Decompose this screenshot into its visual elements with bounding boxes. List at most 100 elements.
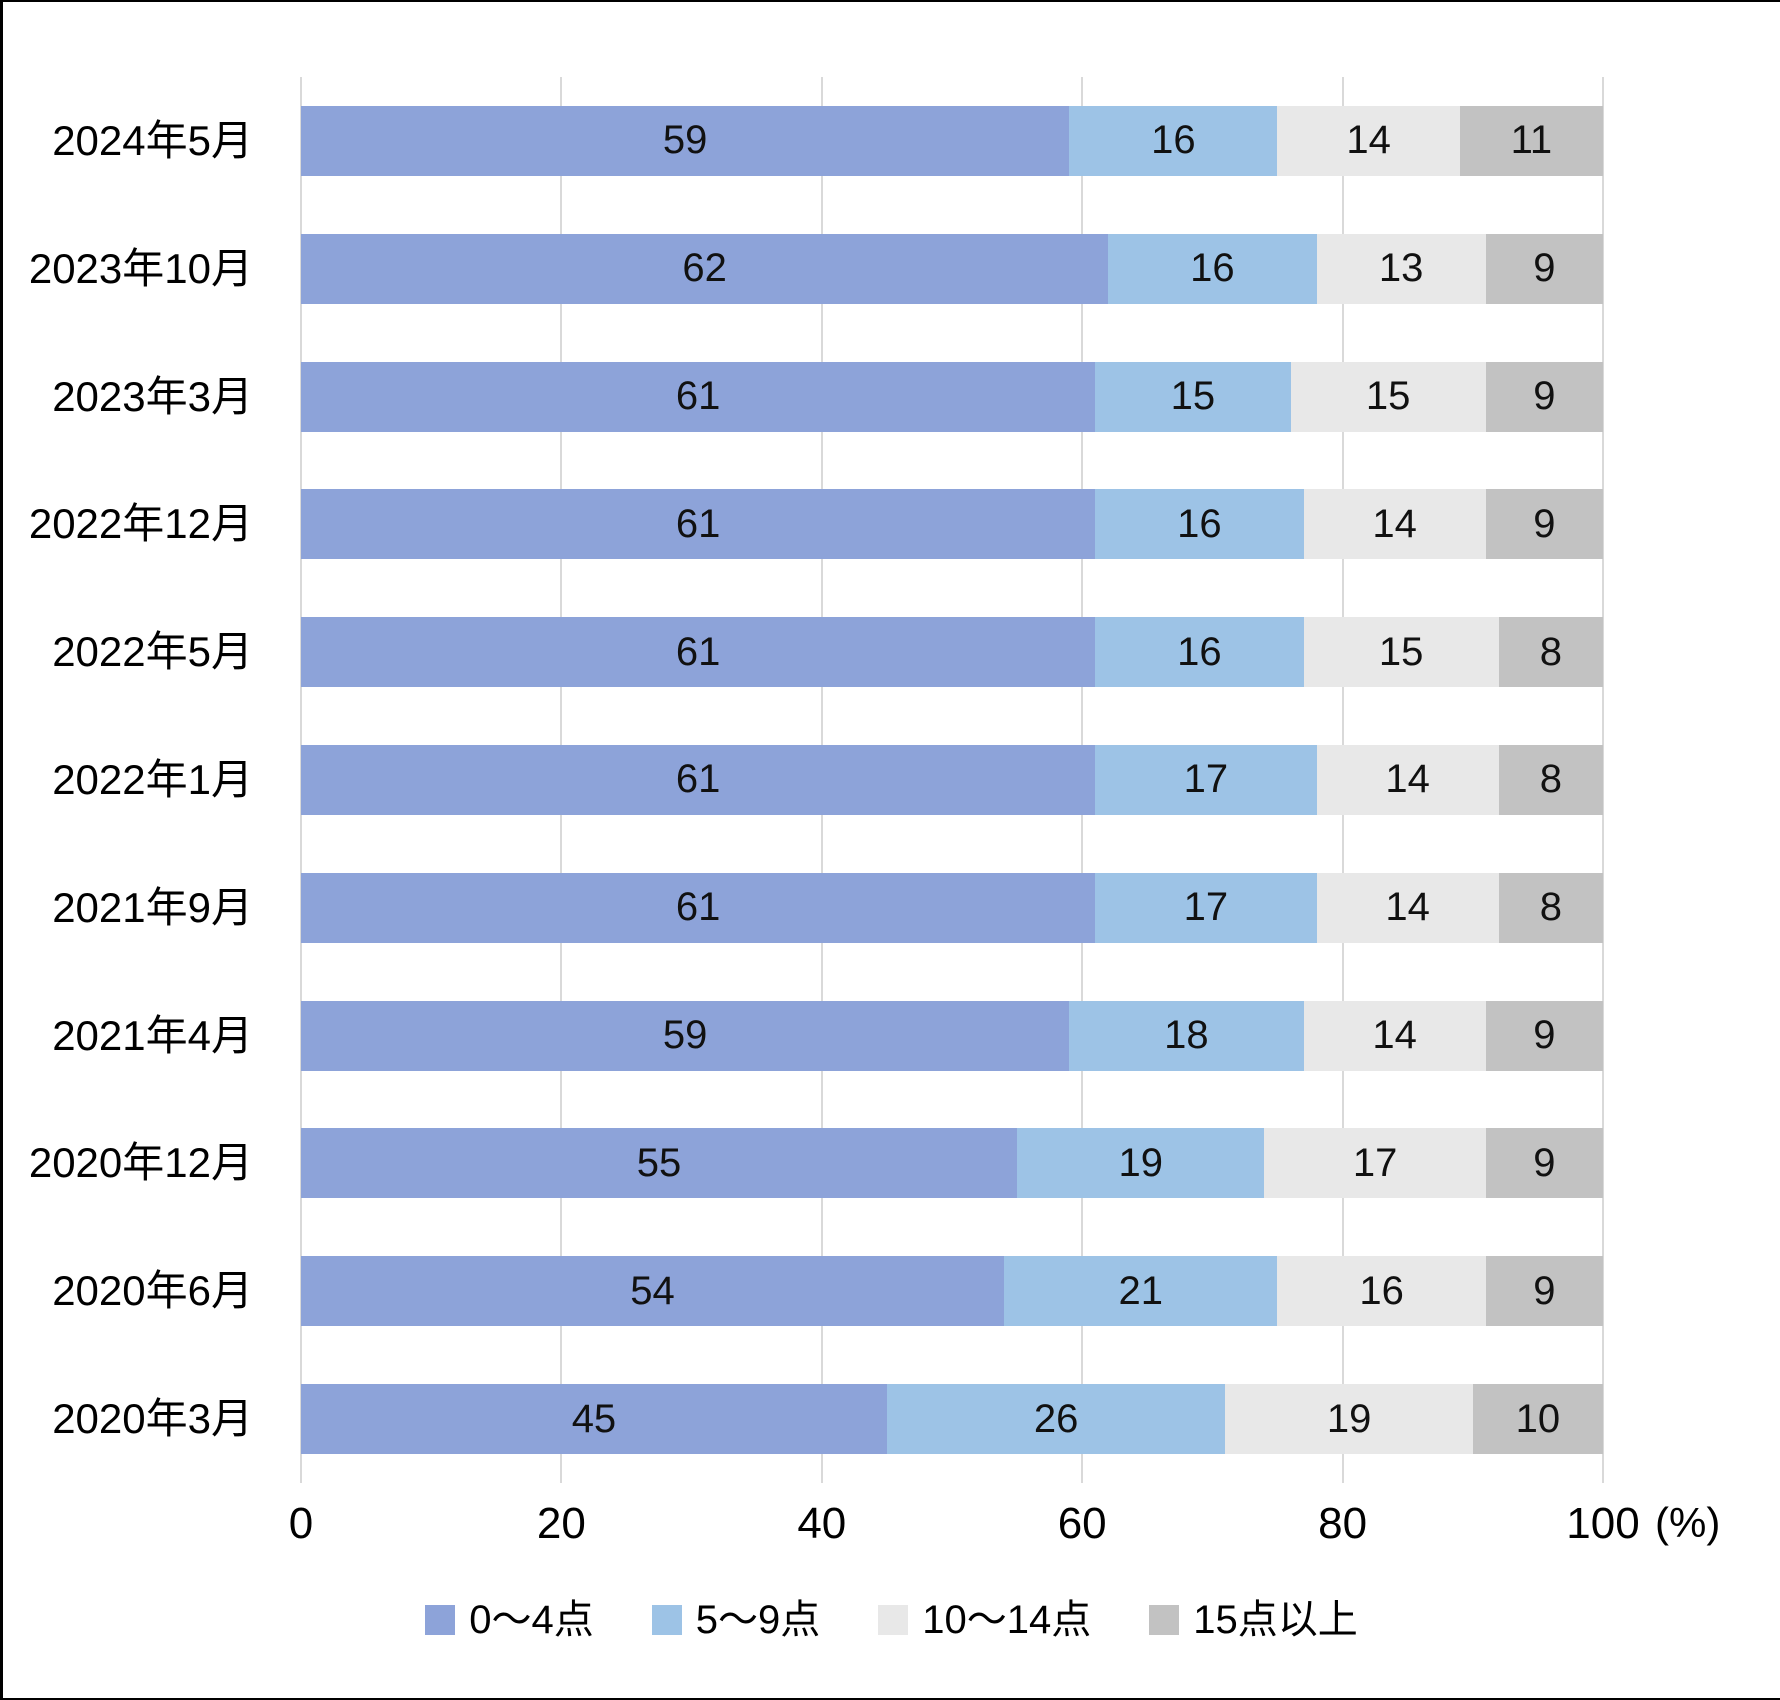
legend-swatch-icon [425,1605,456,1635]
gridline-100 [1602,77,1604,1483]
bar-segment: 10 [1472,1384,1603,1455]
bar-segment: 59 [301,1000,1070,1071]
bar-segment: 8 [1498,617,1603,688]
bar-row: 2022年5月 61 16 15 8 [52,588,1603,716]
x-axis-unit-label: (%) [1655,1499,1721,1546]
stacked-bar: 61 16 14 9 [301,489,1603,560]
bar-segment: 17 [1095,744,1317,815]
bar-segment: 13 [1316,233,1486,304]
legend-label: 10〜14点 [922,1598,1092,1642]
x-tick-label: 80 [1318,1499,1368,1548]
bar-segment: 16 [1277,1256,1486,1327]
legend-swatch-icon [651,1605,682,1635]
category-label: 2021年9月 [52,883,253,931]
bar-segment: 17 [1095,872,1317,943]
legend-label: 5〜9点 [695,1598,821,1642]
bar-row: 2023年10月 62 16 13 9 [29,205,1603,333]
stacked-bar: 61 17 14 8 [301,744,1603,815]
stacked-bar: 61 16 15 8 [301,617,1603,688]
bar-segment: 16 [1108,233,1317,304]
bar-segment: 14 [1303,1000,1486,1071]
bar-segment: 16 [1095,617,1304,688]
bar-row: 2024年5月 59 16 14 11 [52,77,1603,205]
bar-segment: 11 [1459,105,1603,176]
stacked-bar: 54 21 16 9 [301,1256,1603,1327]
category-label: 2021年4月 [52,1011,253,1059]
bar-segment: 61 [301,489,1096,560]
bar-row: 2020年12月 55 19 17 9 [29,1100,1603,1228]
legend-item: 0〜4点 [425,1600,594,1640]
stacked-bar: 61 17 14 8 [301,872,1603,943]
x-axis: 0 20 40 60 80 100 [289,1499,1640,1552]
stacked-bar: 62 16 13 9 [301,233,1603,304]
stacked-bar: 59 18 14 9 [301,1000,1603,1071]
bar-segment: 45 [301,1384,887,1455]
bar-segment: 17 [1264,1128,1486,1199]
legend-item: 15点以上 [1149,1600,1358,1640]
bar-segment: 61 [301,744,1096,815]
legend: 0〜4点 5〜9点 10〜14点 15点以上 [3,1600,1780,1640]
category-label: 2020年3月 [52,1395,253,1443]
bar-segment: 9 [1485,361,1603,432]
bar-segment: 26 [886,1384,1226,1455]
category-label: 2022年1月 [52,755,253,803]
x-tick-label: 0 [288,1499,314,1548]
bar-segment: 19 [1225,1384,1473,1455]
bar-segment: 19 [1017,1128,1265,1199]
bar-segment: 15 [1303,617,1499,688]
x-tick-label: 60 [1057,1499,1107,1548]
legend-label: 0〜4点 [469,1598,594,1642]
x-tick-label: 100 [1566,1499,1640,1548]
stacked-bar: 45 26 19 10 [301,1384,1603,1455]
bar-row: 2023年3月 61 15 15 9 [52,333,1603,461]
bar-segment: 62 [301,233,1109,304]
bar-row: 2022年1月 61 17 14 8 [52,716,1603,844]
bar-segment: 9 [1485,1000,1603,1071]
bar-segment: 8 [1498,744,1603,815]
category-label: 2022年5月 [52,628,253,676]
category-label: 2020年6月 [52,1267,253,1315]
plot-area: 2024年5月 59 16 14 11 2023年10月 62 16 13 9 2023年3月 61 1… [29,77,1604,1483]
legend-item: 10〜14点 [878,1600,1091,1640]
category-label: 2022年12月 [28,500,253,548]
bar-segment: 21 [1004,1256,1278,1327]
bar-segment: 16 [1095,489,1304,560]
legend-swatch-icon [878,1605,909,1635]
bar-segment: 61 [301,361,1096,432]
stacked-bar: 55 19 17 9 [301,1128,1603,1199]
legend-swatch-icon [1149,1605,1180,1635]
bar-row: 2020年3月 45 26 19 10 [52,1355,1603,1483]
bar-segment: 61 [301,617,1096,688]
x-tick-label: 20 [536,1499,586,1548]
bar-row: 2022年12月 61 16 14 9 [29,460,1603,588]
bar-segment: 16 [1069,105,1278,176]
bar-segment: 9 [1485,233,1603,304]
x-tick-label: 40 [797,1499,847,1548]
bar-segment: 61 [301,872,1096,943]
bar-rows: 2024年5月 59 16 14 11 2023年10月 62 16 13 9 2023年3月 61 1… [29,77,1603,1483]
bar-segment: 15 [1290,361,1486,432]
bar-segment: 14 [1316,744,1499,815]
bar-segment: 18 [1069,1000,1304,1071]
category-label: 2020年12月 [28,1139,253,1187]
category-label: 2023年3月 [52,372,253,420]
bar-row: 2020年6月 54 21 16 9 [52,1227,1603,1355]
bar-segment: 8 [1498,872,1603,943]
bar-segment: 59 [301,105,1070,176]
bar-segment: 14 [1303,489,1486,560]
stacked-bar: 59 16 14 11 [301,105,1603,176]
bar-segment: 9 [1485,489,1603,560]
bar-segment: 55 [301,1128,1018,1199]
bar-segment: 54 [301,1256,1005,1327]
bar-segment: 14 [1316,872,1499,943]
bar-row: 2021年9月 61 17 14 8 [52,844,1603,972]
category-label: 2024年5月 [52,116,253,164]
bar-segment: 14 [1277,105,1460,176]
legend-item: 5〜9点 [651,1598,821,1642]
category-label: 2023年10月 [28,244,253,292]
stacked-bar: 61 15 15 9 [301,361,1603,432]
bar-segment: 9 [1485,1256,1603,1327]
bar-row: 2021年4月 59 18 14 9 [52,972,1603,1100]
bar-segment: 15 [1095,361,1291,432]
